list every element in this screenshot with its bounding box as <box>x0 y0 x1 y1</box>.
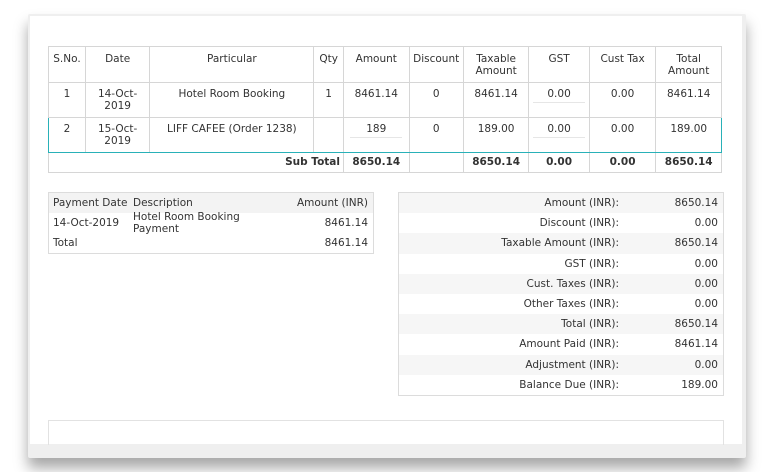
amount-field[interactable]: 189 <box>350 123 403 138</box>
cell-qty <box>313 117 344 153</box>
payment-date: 14-Oct-2019 <box>53 217 120 229</box>
col-header-gst: GST <box>528 46 590 83</box>
cell-amount: 8461.14 <box>343 82 410 118</box>
col-header-taxable-amount: Taxable Amount <box>462 46 530 83</box>
summary-adjustment[interactable]: Adjustment (INR): 0.00 <box>399 354 723 375</box>
payment-row: 14-Oct-2019 Hotel Room Booking Payment 8… <box>49 211 373 235</box>
cell-taxable-amount: 189.00 <box>462 117 530 153</box>
cell-total: 8461.14 <box>655 82 722 118</box>
gst-field[interactable]: 0.00 <box>533 123 586 138</box>
table-row[interactable]: 1 14-Oct-2019 Hotel Room Booking 1 8461.… <box>48 82 722 118</box>
subtotal-gst: 0.00 <box>528 152 590 173</box>
summary-taxable-amount: Taxable Amount (INR): 8650.14 <box>399 233 723 254</box>
payment-description: Hotel Room Booking Payment <box>133 211 240 235</box>
summary-amount: Amount (INR): 8650.14 <box>399 193 723 214</box>
cell-qty: 1 <box>313 82 344 118</box>
summary-gst: GST (INR): 0.00 <box>564 257 718 270</box>
adjustment-field[interactable]: 0.00 <box>694 358 718 371</box>
table-header-row: S.No. Date Particular Qty Amount Discoun… <box>48 46 722 83</box>
cell-discount: 0 <box>408 117 464 153</box>
summary-cust-taxes: Cust. Taxes (INR): 0.00 <box>399 273 723 294</box>
cell-total: 189.00 <box>655 117 722 153</box>
col-header-discount: Discount <box>408 46 464 83</box>
cell-gst[interactable]: 0.00 <box>528 82 590 118</box>
col-header-particular: Particular <box>149 46 315 83</box>
subtotal-total: 8650.14 <box>655 152 722 173</box>
payments-header-description: Description <box>133 197 193 209</box>
subtotal-amount: 8650.14 <box>343 152 410 173</box>
payments-table: Payment Date Description Amount (INR) 14… <box>48 192 374 254</box>
cell-date: 14-Oct-2019 <box>84 82 151 118</box>
col-header-sno: S.No. <box>48 46 86 83</box>
payments-header-row: Payment Date Description Amount (INR) <box>49 193 373 213</box>
summary-panel: Amount (INR): 8650.14 Discount (INR): 0.00… <box>398 192 724 396</box>
subtotal-label: Sub Total <box>48 152 344 173</box>
cell-particular: Hotel Room Booking <box>149 82 315 118</box>
summary-discount: Discount (INR): 0.00 <box>539 217 718 230</box>
cell-gst[interactable]: 0.00 <box>528 117 590 153</box>
col-header-date: Date <box>84 46 151 83</box>
cell-particular: LIFF CAFEE (Order 1238) <box>149 117 315 153</box>
subtotal-row: Sub Total 8650.14 8650.14 0.00 0.00 8650… <box>48 152 722 173</box>
col-header-qty: Qty <box>313 46 344 83</box>
summary-balance-due: Balance Due (INR): 189.00 <box>519 378 718 391</box>
invoice-card: S.No. Date Particular Qty Amount Discoun… <box>30 16 742 445</box>
summary-amount-paid: Amount Paid (INR): 8461.14 <box>519 338 718 351</box>
payments-header-amount: Amount (INR) <box>296 197 368 209</box>
payments-total-row: Total 8461.14 <box>49 233 373 253</box>
items-table: S.No. Date Particular Qty Amount Discoun… <box>48 46 722 173</box>
table-row-selected[interactable]: 2 15-Oct-2019 LIFF CAFEE (Order 1238) 18… <box>48 117 722 153</box>
cell-amount[interactable]: 189 <box>343 117 410 153</box>
summary-total: Total (INR): 8650.14 <box>399 314 723 335</box>
cell-cust-tax: 0.00 <box>588 117 657 153</box>
summary-other-taxes: Other Taxes (INR): 0.00 <box>523 298 718 311</box>
cell-sno: 1 <box>48 82 86 118</box>
cell-sno: 2 <box>48 117 86 153</box>
payments-header-date: Payment Date <box>53 197 128 209</box>
col-header-total-amount: Total Amount <box>655 46 722 83</box>
cell-date: 15-Oct-2019 <box>84 117 151 153</box>
payments-total-label: Total <box>53 237 78 249</box>
subtotal-cust-tax: 0.00 <box>588 152 657 173</box>
subtotal-discount <box>408 152 464 173</box>
cell-cust-tax: 0.00 <box>588 82 657 118</box>
gst-field[interactable]: 0.00 <box>533 88 586 103</box>
payments-total-value: 8461.14 <box>324 237 368 249</box>
payment-amount: 8461.14 <box>324 217 368 229</box>
subtotal-taxable: 8650.14 <box>462 152 530 173</box>
cell-taxable-amount: 8461.14 <box>462 82 530 118</box>
col-header-cust-tax: Cust Tax <box>588 46 657 83</box>
col-header-amount: Amount <box>343 46 410 83</box>
footer-panel <box>48 420 724 445</box>
cell-discount: 0 <box>408 82 464 118</box>
